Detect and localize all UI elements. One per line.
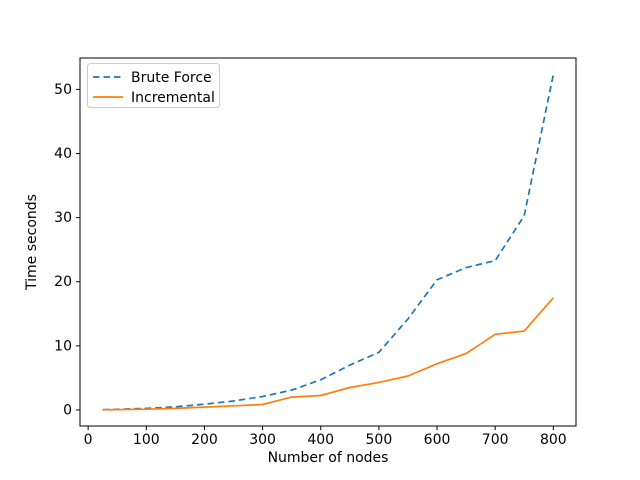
y-tick-label: 40 bbox=[54, 146, 72, 162]
x-tick-label: 800 bbox=[540, 432, 567, 448]
series-line-incremental bbox=[102, 297, 554, 411]
x-tick-label: 400 bbox=[307, 432, 334, 448]
y-axis-label: Time seconds bbox=[24, 194, 40, 291]
plot-border bbox=[79, 57, 577, 427]
y-tick-label: 0 bbox=[63, 402, 72, 418]
y-tick-label: 10 bbox=[54, 338, 72, 354]
x-tick-label: 600 bbox=[424, 432, 451, 448]
x-axis-label: Number of nodes bbox=[268, 450, 389, 466]
legend-label-brute-force: Brute Force bbox=[131, 70, 212, 86]
y-tick-label: 30 bbox=[54, 210, 72, 226]
legend: Brute Force Incremental bbox=[87, 63, 220, 108]
x-tick-label: 200 bbox=[191, 432, 218, 448]
x-tick-label: 0 bbox=[84, 432, 93, 448]
x-tick-label: 300 bbox=[249, 432, 276, 448]
x-tick-label: 500 bbox=[366, 432, 393, 448]
x-tick-label: 700 bbox=[482, 432, 509, 448]
x-tick-label: 100 bbox=[133, 432, 160, 448]
legend-label-incremental: Incremental bbox=[131, 90, 215, 106]
series-line-brute-force bbox=[102, 74, 555, 411]
y-tick-label: 20 bbox=[54, 274, 72, 290]
y-tick-label: 50 bbox=[54, 82, 72, 98]
